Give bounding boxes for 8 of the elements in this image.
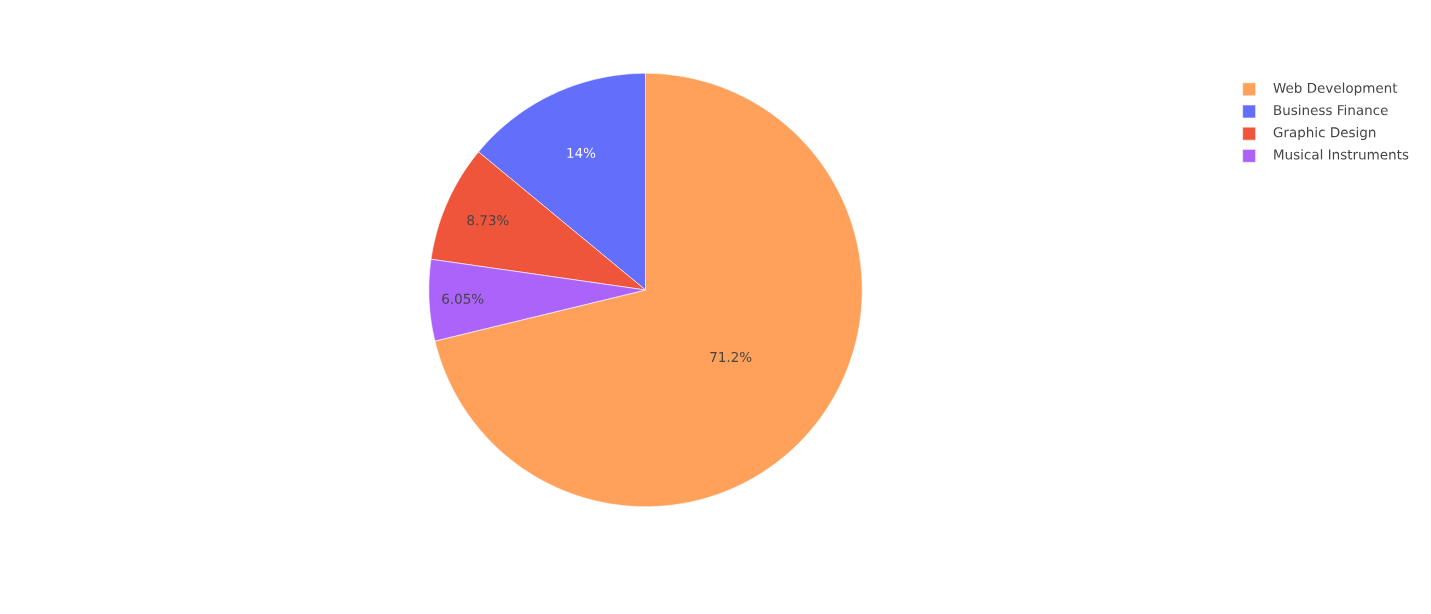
legend-label: Musical Instruments	[1274, 149, 1409, 160]
legend-label: Business Finance	[1274, 104, 1388, 116]
data-label: 6.05%	[442, 293, 484, 304]
data-label: 71.2%	[710, 351, 752, 363]
data-label: 8.73%	[467, 215, 509, 226]
data-label: 14%	[567, 147, 596, 158]
legend-label: Web Development	[1273, 82, 1398, 96]
legend-label: Graphic Design	[1273, 126, 1376, 140]
